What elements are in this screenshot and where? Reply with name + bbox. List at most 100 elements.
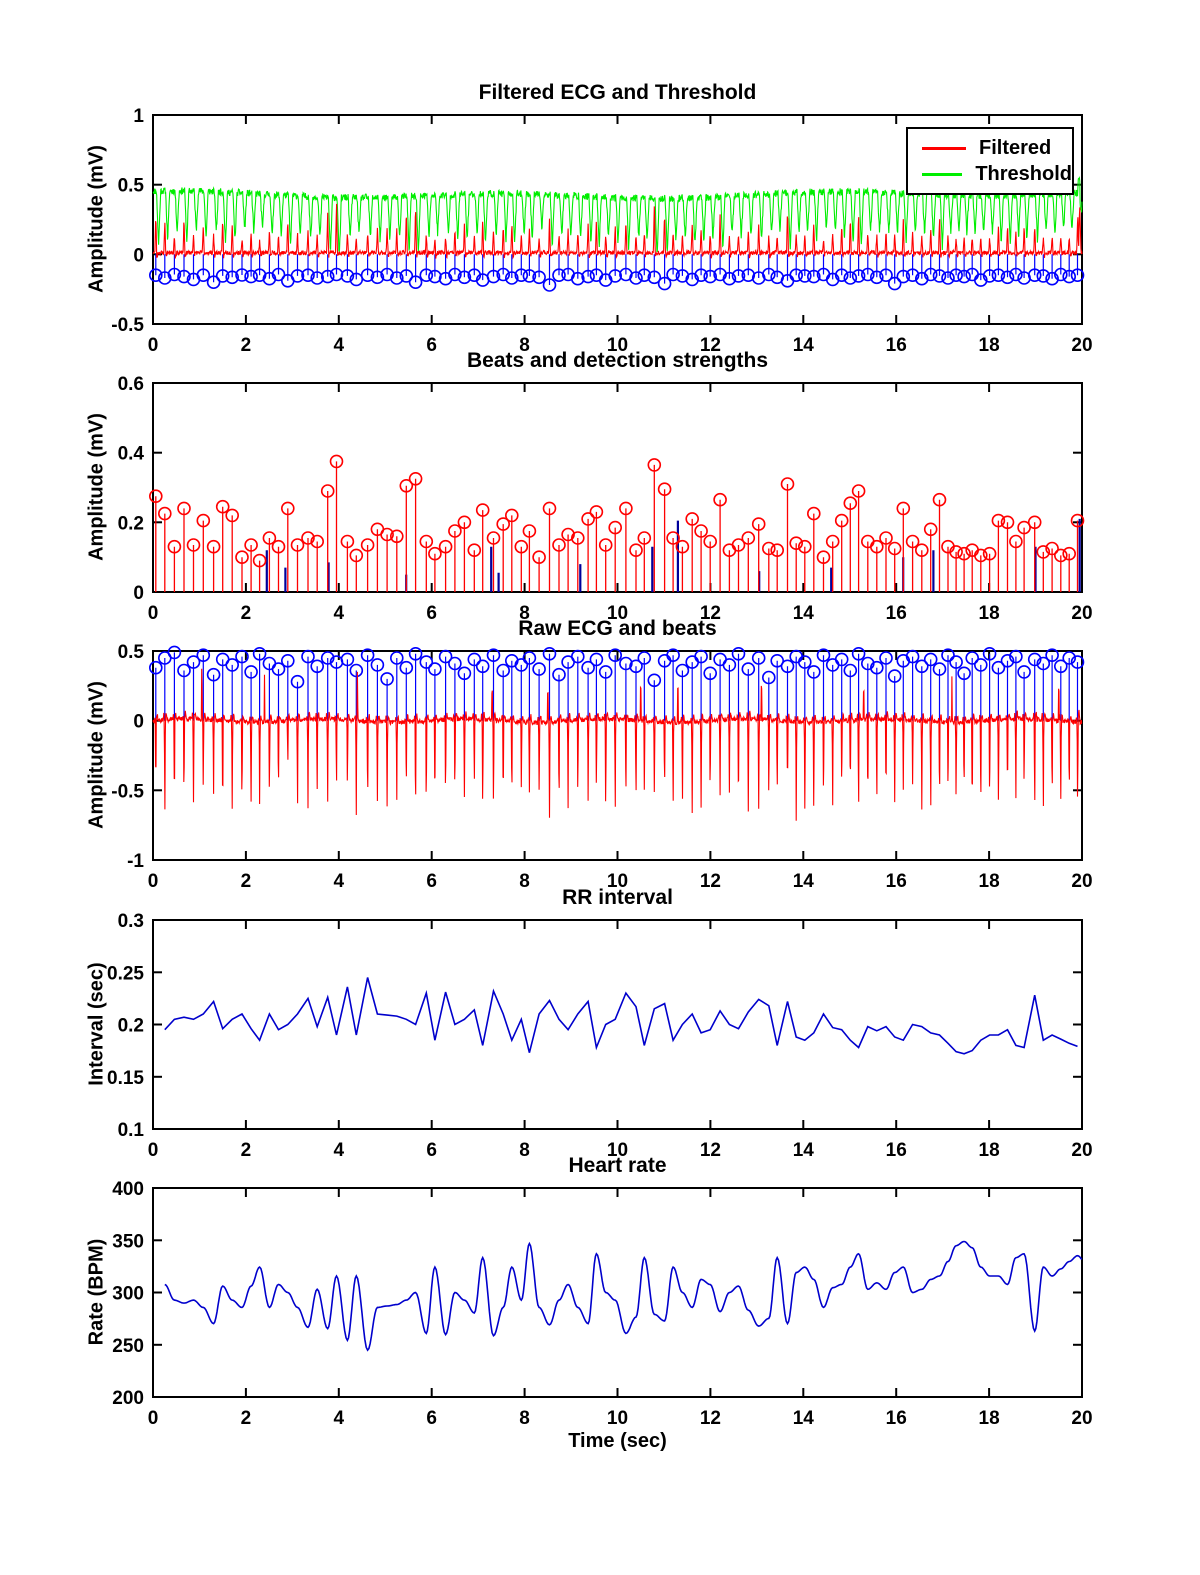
legend: Filtered Threshold: [906, 127, 1074, 195]
y-tick-label: 200: [112, 1388, 144, 1409]
beat-marker: [896, 269, 911, 284]
x-tick-label: 12: [700, 335, 721, 356]
strength-marker: [1045, 541, 1059, 556]
strength-marker: [360, 538, 375, 552]
beat-marker: [1036, 269, 1051, 283]
x-tick-label: 16: [886, 603, 907, 624]
strength-marker: [496, 517, 511, 531]
subplot-5-data: [164, 1240, 1083, 1352]
raw-beat-marker: [419, 655, 434, 669]
legend-label-filtered: Filtered: [979, 136, 1052, 159]
legend-label-threshold: Threshold: [975, 162, 1072, 185]
strength-marker: [797, 539, 812, 554]
x-tick-label: 0: [148, 1408, 159, 1429]
raw-beat-marker: [957, 666, 971, 681]
strength-marker: [542, 501, 557, 516]
strength-marker: [1000, 515, 1015, 530]
raw-beat-marker: [598, 665, 613, 679]
legend-line-threshold: [922, 172, 963, 176]
x-tick-label: 14: [793, 603, 815, 624]
raw-beat-marker: [780, 659, 795, 674]
strength-marker: [780, 477, 795, 491]
raw-beat-marker: [1054, 659, 1068, 674]
x-tick-label: 2: [241, 335, 252, 356]
strength-marker: [428, 546, 442, 561]
x-tick-label: 12: [700, 871, 721, 892]
strength-marker: [887, 541, 902, 556]
raw-beat-marker: [167, 645, 182, 660]
beat-marker: [789, 268, 804, 283]
beat-marker: [1045, 271, 1059, 286]
strength-marker: [973, 548, 988, 563]
strength-marker: [629, 543, 643, 558]
beat-marker: [991, 268, 1006, 283]
beat-marker: [949, 268, 963, 283]
beat-marker: [905, 268, 920, 283]
raw-beat-marker: [581, 660, 595, 675]
beat-marker: [1054, 267, 1068, 282]
legend-item-threshold: Threshold: [922, 161, 1072, 187]
strength-stems: [155, 461, 1079, 592]
beat-marker: [225, 270, 239, 285]
y-tick-label: 0: [133, 712, 144, 733]
strength-marker: [389, 529, 404, 544]
x-tick-label: 4: [334, 335, 345, 356]
beat-marker: [797, 269, 812, 283]
strength-marker: [914, 543, 929, 558]
beat-marker: [340, 269, 355, 283]
beat-marker: [570, 271, 585, 286]
beat-marker: [252, 268, 267, 283]
beat-marker: [843, 271, 858, 285]
raw-beat-marker: [206, 667, 221, 682]
x-tick-label: 6: [426, 335, 437, 356]
beat-marker: [703, 269, 718, 284]
x-tick-label: 2: [241, 1408, 252, 1429]
y-tick-label: -0.5: [111, 781, 144, 802]
x-tick-label: 12: [700, 603, 721, 624]
y-tick-label: 0.25: [107, 963, 144, 984]
raw-beat-marker: [816, 648, 831, 663]
subplot-3-ylabel: Amplitude (mV): [85, 681, 108, 829]
strength-marker: [467, 543, 482, 558]
y-tick-label: 0.5: [118, 642, 145, 663]
x-tick-label: 14: [793, 871, 815, 892]
strength-marker: [280, 501, 295, 516]
strength-marker: [262, 531, 277, 545]
beat-marker: [731, 269, 746, 283]
raw-beat-marker: [1000, 653, 1015, 668]
raw-beat-marker: [1062, 651, 1076, 665]
beat-marker: [608, 269, 623, 283]
beat-marker: [657, 276, 672, 291]
beat-marker: [851, 269, 866, 283]
subplot-5-ylabel: Rate (BPM): [85, 1238, 108, 1346]
strength-marker: [982, 546, 997, 561]
beat-marker: [761, 267, 776, 282]
x-tick-label: 10: [607, 1408, 628, 1429]
strength-marker: [320, 484, 335, 498]
beat-marker: [419, 268, 434, 283]
x-tick-label: 6: [426, 1408, 437, 1429]
strength-marker: [1054, 548, 1068, 563]
x-tick-label: 4: [334, 1140, 345, 1161]
raw-beat-marker: [370, 658, 385, 672]
beat-marker: [301, 268, 315, 283]
raw-beat-marker: [542, 646, 557, 661]
raw-beat-marker: [186, 655, 201, 669]
beat-marker: [408, 275, 423, 290]
raw-beat-marker: [965, 651, 980, 665]
x-tick-label: 20: [1071, 1408, 1092, 1429]
y-tick-label: 0.3: [118, 911, 144, 932]
strength-marker: [225, 508, 239, 523]
beat-marker: [629, 271, 643, 285]
beat-marker: [514, 268, 529, 283]
beat-marker: [158, 271, 172, 285]
raw-beat-marker: [619, 656, 633, 671]
subplot-1-axes: 0 2 4 6 8 10 12 14 16 18 20-0.500.51: [111, 106, 1092, 356]
beat-marker: [360, 268, 375, 283]
x-tick-label: 0: [148, 603, 159, 624]
x-tick-label: 8: [519, 871, 530, 892]
strength-marker: [235, 550, 249, 565]
x-tick-label: 4: [334, 871, 345, 892]
beat-marker: [542, 278, 557, 292]
raw-beat-marker: [703, 666, 718, 681]
